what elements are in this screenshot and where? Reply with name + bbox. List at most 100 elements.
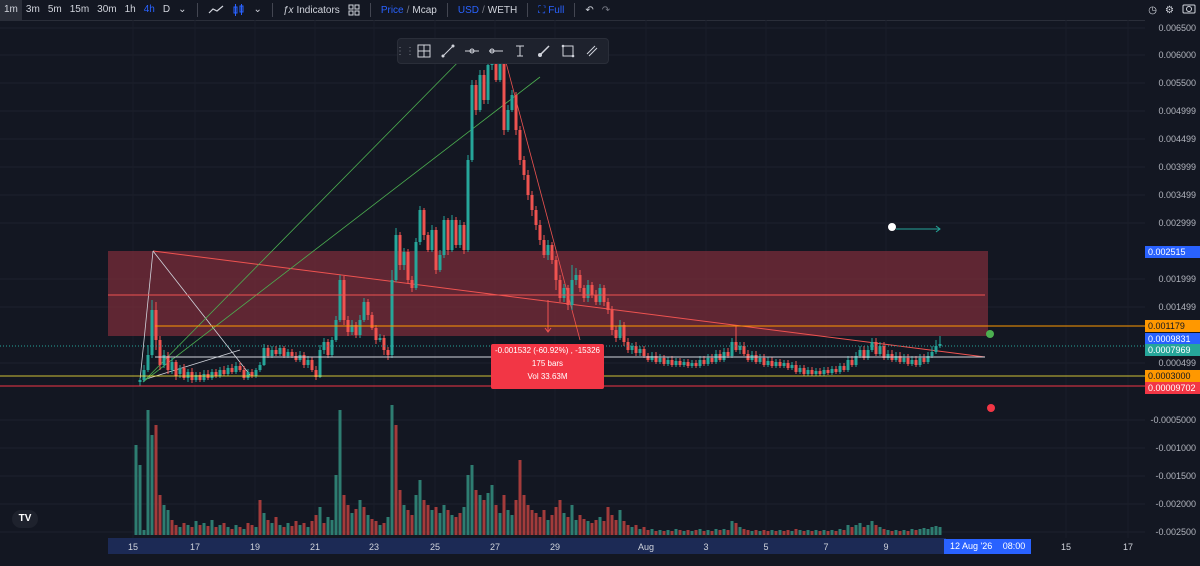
- timeframe-3m[interactable]: 3m: [25, 4, 40, 15]
- drag-handle-icon[interactable]: ⋮⋮: [395, 45, 415, 57]
- green-arrowhead: [935, 225, 941, 233]
- candle-body: [730, 342, 734, 356]
- volume-bar: [370, 519, 374, 535]
- volume-bar: [374, 521, 378, 535]
- candle-body: [582, 288, 586, 298]
- candle-body: [814, 371, 818, 374]
- candle-body: [826, 370, 830, 373]
- horizontal-ray-icon[interactable]: [460, 39, 484, 63]
- timeframe-dropdown-chevron-icon[interactable]: ⌄: [178, 4, 187, 15]
- volume-bar: [682, 531, 686, 535]
- candle-body: [238, 366, 242, 370]
- candle-body: [638, 349, 642, 353]
- candle-body: [318, 350, 322, 377]
- indicators-button[interactable]: ƒx Indicators: [279, 0, 344, 20]
- camera-icon[interactable]: [1182, 3, 1196, 17]
- volume-bar: [378, 525, 382, 535]
- volume-bar: [554, 507, 558, 535]
- timeframe-15m[interactable]: 15m: [69, 4, 90, 15]
- volume-series: [134, 405, 942, 535]
- volume-bar: [406, 510, 410, 535]
- usd-option[interactable]: USD: [457, 4, 479, 16]
- cursor-time: 08:00: [1002, 541, 1026, 551]
- volume-bar: [938, 527, 942, 535]
- brush-icon[interactable]: [532, 39, 556, 63]
- volume-bar: [494, 505, 498, 535]
- price-chart[interactable]: 0.006500 0.006000 0.005500 0.004999 0.004499…: [0, 20, 1200, 566]
- volume-bar: [382, 523, 386, 535]
- volume-bar: [198, 525, 202, 535]
- fullscreen-label: Full: [548, 4, 565, 16]
- candle-body: [210, 372, 214, 378]
- undo-icon[interactable]: ↶: [585, 4, 594, 16]
- volume-bar: [870, 521, 874, 535]
- volume-bar: [262, 513, 266, 535]
- crosshair-box-icon[interactable]: [412, 39, 436, 63]
- timeframe-1h[interactable]: 1h: [124, 4, 136, 15]
- price-axis-label: -0.002000: [1155, 499, 1196, 509]
- candle-body: [778, 362, 782, 366]
- horizontal-line-icon[interactable]: [484, 39, 508, 63]
- mcap-option[interactable]: Mcap: [412, 4, 437, 16]
- volume-bar: [806, 530, 810, 535]
- candle-body: [786, 363, 790, 368]
- alert-clock-icon[interactable]: ◷: [1148, 4, 1158, 16]
- chart-type-dropdown-chevron-icon[interactable]: ⌄: [253, 4, 262, 15]
- price-axis-label: 0.003999: [1158, 162, 1196, 172]
- toolbar-right: ◷ ⚙: [1148, 0, 1196, 20]
- chart-type-candles-icon[interactable]: [228, 0, 250, 20]
- volume-bar: [754, 530, 758, 535]
- candle-body: [522, 160, 526, 175]
- volume-bar: [478, 495, 482, 535]
- candle-body: [742, 346, 746, 354]
- candle-body: [834, 369, 838, 372]
- timeframe-1m[interactable]: 1m: [0, 0, 22, 20]
- time-axis-label: 7: [823, 542, 828, 552]
- volume-bar: [914, 530, 918, 535]
- volume-bar: [482, 500, 486, 535]
- volume-bar: [314, 515, 318, 535]
- candle-body: [482, 75, 486, 100]
- timeframe-4h[interactable]: 4h: [143, 4, 155, 15]
- candle-body: [258, 365, 262, 370]
- candle-body: [662, 358, 666, 364]
- volume-bar: [922, 528, 926, 535]
- weth-option[interactable]: WETH: [487, 4, 518, 16]
- top-toolbar: 1m 3m 5m 15m 30m 1h 4h D ⌄ ⌄ ƒx Indicato…: [0, 0, 1200, 21]
- candle-body: [462, 225, 466, 250]
- text-cursor-icon[interactable]: [508, 39, 532, 63]
- price-mcap-toggle[interactable]: Price / Mcap: [377, 0, 441, 20]
- fullscreen-button[interactable]: ⛶ Full: [534, 0, 568, 20]
- volume-bar: [290, 526, 294, 535]
- volume-bar: [238, 527, 242, 535]
- trend-line-icon[interactable]: [436, 39, 460, 63]
- settings-gear-icon[interactable]: ⚙: [1165, 4, 1174, 16]
- timeframe-30m[interactable]: 30m: [97, 4, 117, 15]
- candle-body: [518, 130, 522, 160]
- currency-toggle[interactable]: USD / WETH: [454, 0, 521, 20]
- redo-icon[interactable]: ↷: [601, 4, 611, 16]
- slash-separator: /: [481, 4, 485, 16]
- parallel-channel-icon[interactable]: [580, 39, 604, 63]
- candle-body: [850, 360, 854, 365]
- candle-body: [678, 361, 682, 365]
- price-option[interactable]: Price: [380, 4, 404, 16]
- candle-body: [466, 160, 470, 250]
- price-axis-label: 0.006000: [1158, 50, 1196, 60]
- volume-bar: [470, 465, 474, 535]
- candle-body: [234, 366, 238, 372]
- candle-body: [362, 302, 366, 320]
- price-tag-yellow: 0.0003000: [1145, 370, 1200, 382]
- volume-bar: [166, 510, 170, 535]
- trendline-green-1: [142, 49, 471, 383]
- layout-grid-icon[interactable]: [344, 0, 364, 20]
- candle-body: [302, 355, 306, 365]
- timeframe-d[interactable]: D: [162, 4, 171, 15]
- candle-body: [562, 288, 566, 298]
- rectangle-icon[interactable]: [556, 39, 580, 63]
- chart-type-line-icon[interactable]: [204, 0, 228, 20]
- candle-body: [614, 330, 618, 338]
- volume-bar: [890, 531, 894, 535]
- timeframe-5m[interactable]: 5m: [47, 4, 62, 15]
- divider: [527, 3, 529, 17]
